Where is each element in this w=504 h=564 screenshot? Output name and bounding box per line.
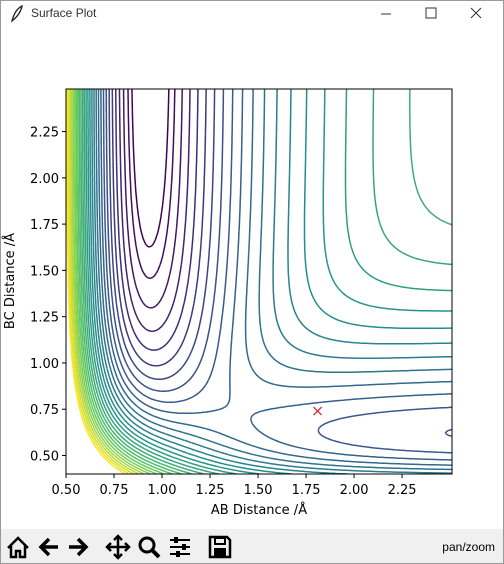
x-tick-label: 1.75 — [292, 483, 321, 498]
contour-line — [100, 89, 452, 461]
y-tick-label: 2.00 — [30, 172, 59, 187]
contour-line — [102, 89, 452, 454]
contour-line — [127, 89, 176, 280]
contour-line — [75, 89, 165, 474]
y-tick-label: 1.75 — [30, 218, 59, 233]
contour-line — [111, 89, 207, 367]
window-title: Surface Plot — [31, 6, 97, 20]
app-icon — [10, 4, 23, 23]
x-axis-label: AB Distance /Å — [211, 502, 307, 518]
contour-line — [122, 89, 184, 309]
contour-line — [71, 89, 145, 474]
y-axis-label: BC Distance /Å — [2, 233, 18, 329]
window-controls[interactable] — [373, 1, 503, 27]
x-tick-label: 1.00 — [148, 483, 177, 498]
contour-line — [83, 89, 452, 474]
contour-line — [89, 89, 452, 474]
y-tick-label: 1.50 — [30, 264, 59, 279]
axes-frame — [65, 88, 453, 475]
y-tick-label: 1.25 — [30, 311, 59, 326]
contour-line — [72, 89, 151, 474]
x-tick-label: 1.25 — [196, 483, 225, 498]
contour-line — [91, 89, 452, 474]
contour-line — [105, 89, 452, 437]
x-tick-label: 1.50 — [244, 483, 273, 498]
contour-line — [69, 89, 140, 474]
contour-line — [114, 89, 199, 351]
pan-button[interactable] — [105, 534, 131, 560]
contour-line — [80, 89, 193, 474]
title-bar: Surface Plot — [1, 1, 503, 27]
contour-line — [68, 89, 135, 474]
contour-line — [78, 89, 182, 474]
contour-line — [85, 89, 452, 474]
zoom-button[interactable] — [136, 534, 162, 560]
x-tick-label: 0.75 — [100, 483, 129, 498]
y-tick-label: 0.50 — [30, 449, 59, 464]
y-tick-label: 1.00 — [30, 357, 59, 372]
contour-line — [67, 89, 130, 474]
contour-line — [77, 89, 173, 474]
status-text: pan/zoom — [442, 540, 495, 554]
save-button[interactable] — [207, 534, 233, 560]
contour-line — [131, 89, 170, 248]
maximize[interactable] — [425, 7, 437, 19]
x-tick-label: 2.25 — [388, 483, 417, 498]
contour-line — [66, 89, 126, 474]
x-tick-label: 2.00 — [340, 483, 369, 498]
configure-button[interactable] — [167, 534, 193, 560]
figure: AB Distance /Å BC Distance /Å 0.50 0.75 1.… — [1, 27, 503, 529]
contour-line — [93, 89, 452, 474]
contour-line — [108, 89, 216, 381]
x-tick-label: 0.50 — [52, 483, 81, 498]
toolbar: pan/zoom — [1, 531, 503, 563]
contour-line — [97, 89, 452, 466]
contour-line — [95, 89, 452, 471]
marker — [313, 406, 323, 416]
contour-line — [118, 89, 191, 333]
contour-line — [81, 89, 452, 474]
y-tick-label: 0.75 — [30, 403, 59, 418]
contour-line — [74, 89, 158, 474]
close[interactable] — [470, 7, 482, 19]
forward-button[interactable] — [65, 534, 91, 560]
home-button[interactable] — [5, 534, 31, 560]
contour-line — [87, 89, 452, 474]
back-button[interactable] — [36, 534, 62, 560]
y-tick-label: 2.25 — [30, 126, 59, 141]
